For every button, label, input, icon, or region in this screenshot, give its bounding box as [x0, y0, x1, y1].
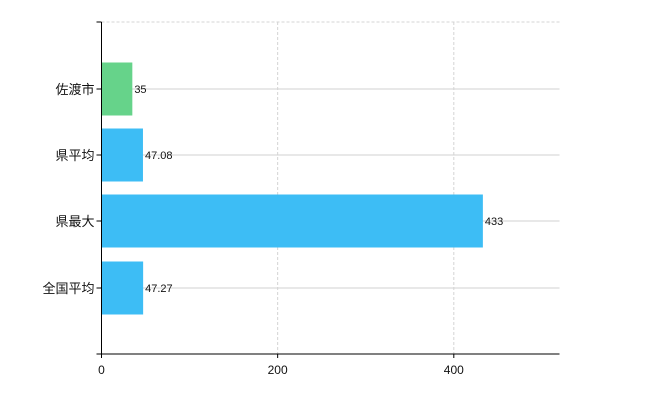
- x-tick-label: 400: [444, 363, 464, 377]
- y-tick-label: 佐渡市: [55, 82, 94, 97]
- data-label: 35: [134, 84, 146, 96]
- bar-4: [101, 261, 144, 315]
- bar-3: [101, 194, 483, 248]
- x-tick-label: 200: [268, 363, 288, 377]
- y-tick-label: 全国平均: [42, 281, 94, 296]
- data-label: 47.27: [145, 283, 173, 295]
- x-tick-label: 0: [98, 363, 105, 377]
- data-label: 47.08: [145, 150, 173, 162]
- bar-1: [101, 62, 133, 116]
- y-tick-label: 県平均: [55, 148, 94, 163]
- bar-2: [101, 128, 143, 182]
- data-label: 433: [485, 216, 503, 228]
- y-tick-label: 県最大: [55, 214, 94, 229]
